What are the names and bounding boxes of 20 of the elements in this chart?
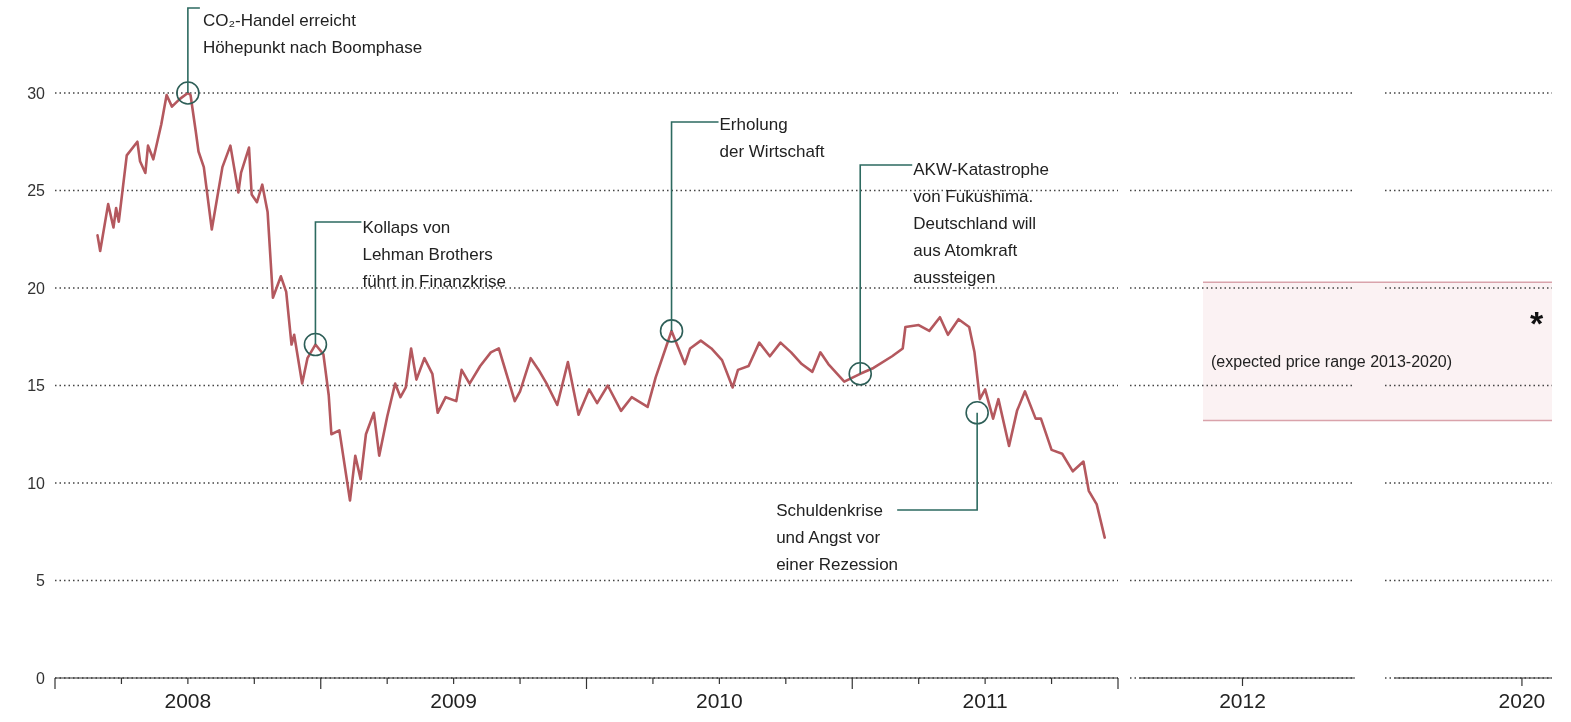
annotation: Kollaps von Lehman Brothers führt in Finanzkrise — [362, 217, 507, 291]
x-tick-label: 2020 — [1498, 689, 1546, 712]
annotation: Schuldenkrise und Angst vor einer Rezession — [776, 500, 899, 574]
x-tick-label: 2009 — [430, 689, 477, 712]
x-tick-label: 2008 — [164, 689, 212, 712]
x-tick-label: 2011 — [962, 689, 1008, 712]
x-tick-label: 2012 — [1219, 689, 1266, 712]
annotation: * — [1530, 303, 1544, 342]
y-tick-label: 0 — [36, 669, 46, 687]
annotation: Erholung der Wirtschaft — [719, 114, 825, 161]
annotation: AKW-Katastrophe von Fukushima. Deutschland will aus Atomkraft aussteigen — [913, 159, 1049, 287]
band-label: (expected price range 2013-2020) — [1211, 352, 1453, 370]
annotation: CO₂-Handel erreicht Höhepunkt nach Boomphase — [202, 10, 423, 57]
y-tick-label: 5 — [36, 572, 46, 590]
y-tick-label: 15 — [27, 377, 46, 395]
y-tick-label: 10 — [27, 474, 46, 492]
x-tick-label: 2010 — [696, 689, 743, 712]
y-tick-label: 20 — [27, 279, 46, 297]
y-tick-label: 25 — [27, 182, 46, 200]
y-tick-label: 30 — [27, 84, 46, 102]
